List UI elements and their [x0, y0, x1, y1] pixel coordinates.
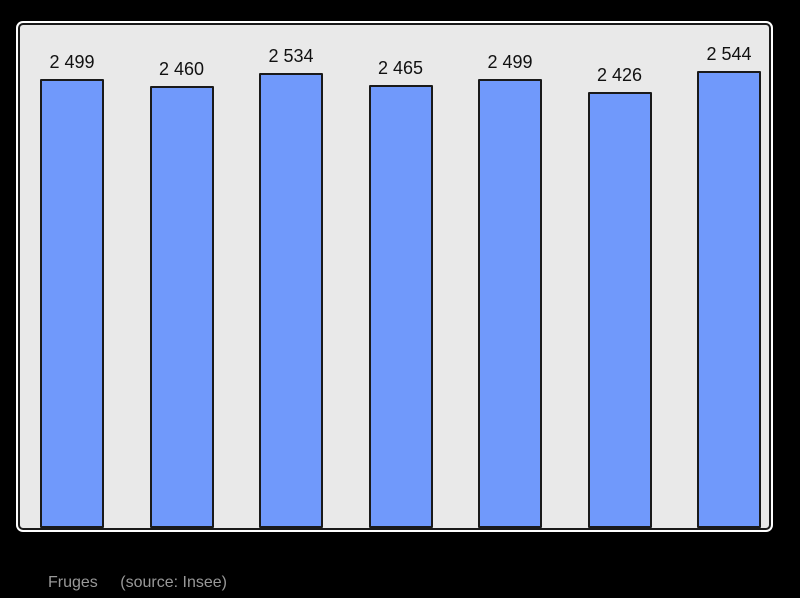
bar — [587, 92, 652, 528]
bar-group: 2 544 — [697, 25, 761, 528]
bar-value-label: 2 499 — [49, 52, 95, 73]
chart-panel: 2 499 2 460 2 534 2 465 2 499 2 426 2 544 — [18, 23, 771, 530]
bar-group: 2 426 — [587, 25, 652, 528]
bar-group: 2 499 — [478, 25, 542, 528]
bar-value-label: 2 426 — [596, 65, 643, 86]
chart-caption: Fruges (source: Insee) — [48, 573, 227, 592]
bar-group: 2 499 — [40, 25, 104, 528]
bar — [40, 79, 104, 528]
bar-plot-area: 2 499 2 460 2 534 2 465 2 499 2 426 2 544 — [20, 25, 769, 528]
bar — [368, 85, 433, 528]
bar-group: 2 460 — [149, 25, 214, 528]
bar — [697, 71, 761, 528]
caption-source-note: (source: Insee) — [120, 574, 227, 591]
bar-group: 2 534 — [259, 25, 323, 528]
bar-value-label: 2 534 — [268, 45, 314, 66]
bar — [478, 79, 542, 528]
bar-value-label: 2 460 — [158, 59, 205, 80]
bar-value-label: 2 499 — [487, 52, 533, 73]
caption-title: Fruges — [48, 574, 98, 591]
bar — [149, 86, 214, 528]
bar-group: 2 465 — [368, 25, 433, 528]
bar-value-label: 2 465 — [377, 58, 424, 79]
bar-value-label: 2 544 — [706, 44, 752, 64]
bar — [259, 72, 323, 528]
